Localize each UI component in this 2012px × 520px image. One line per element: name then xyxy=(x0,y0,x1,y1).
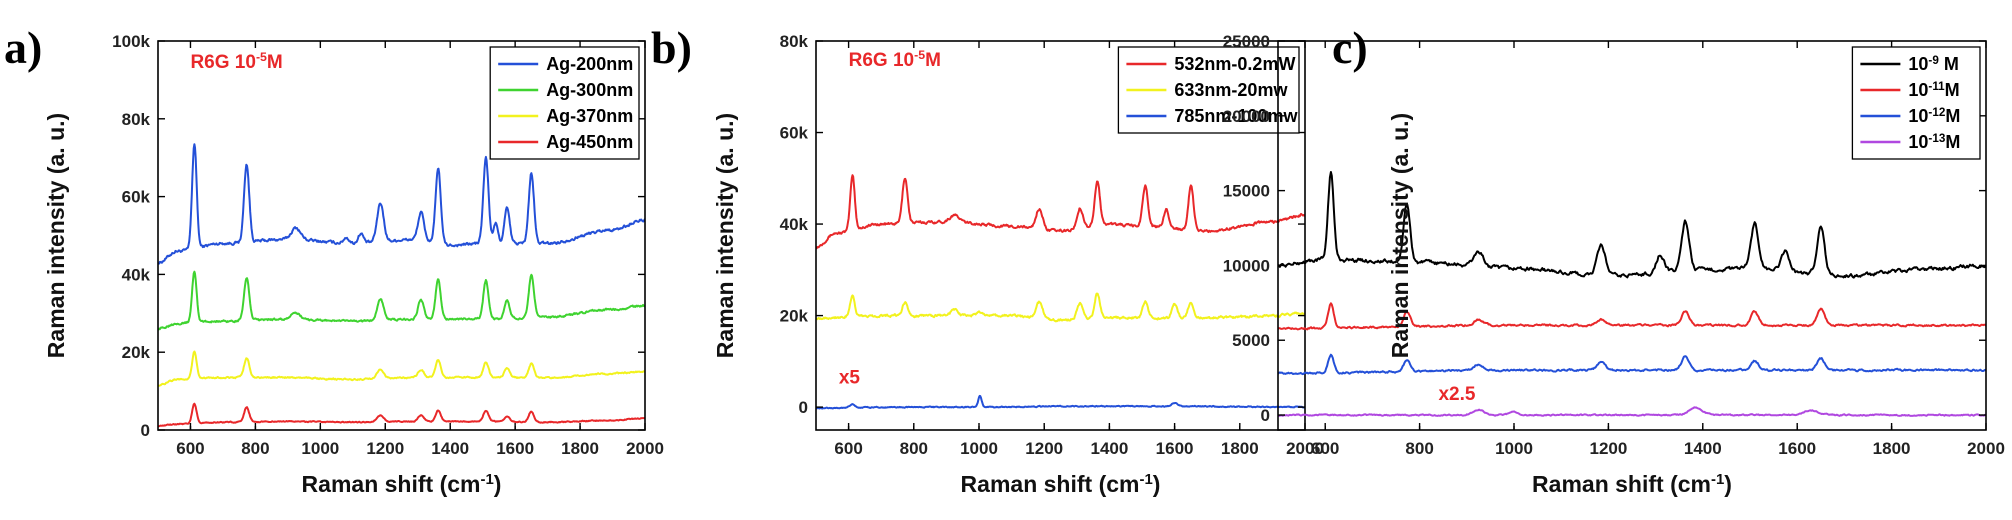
panel-b: 600 800 1000 1200 1400 1600 1800 2000020k40k60k… xyxy=(651,22,1324,497)
legend-label: Ag-450nm xyxy=(546,132,633,152)
x-axis-title: Raman shift (cm-1) xyxy=(302,471,502,498)
series-line-ag-370nm xyxy=(158,350,645,387)
legend-label: 10-13M xyxy=(1908,132,1960,153)
x-tick-label: 1600 xyxy=(1778,439,1816,458)
panel-c: 600 800 1000 1200 1400 1600 1800 20000500010000… xyxy=(1223,22,2005,497)
x-tick-label: 800 xyxy=(241,439,269,458)
y-tick-label: 80k xyxy=(122,110,151,129)
legend-box xyxy=(489,46,640,160)
y-tick-label: 20000 xyxy=(1223,107,1270,126)
legend-label: Ag-370nm xyxy=(546,106,633,126)
x-axis-title: Raman shift (cm-1) xyxy=(961,471,1161,498)
series-line-10-13m xyxy=(1278,406,1986,417)
y-tick-label: 20k xyxy=(780,307,809,326)
panel-label: b) xyxy=(651,22,692,73)
x-tick-label: 1200 xyxy=(1589,439,1627,458)
legend-label: 633nm-20mw xyxy=(1174,80,1288,100)
legend: 10-9 M 10-11M 10-12M 10-13M xyxy=(1851,46,1981,160)
x-tick-label: 1000 xyxy=(301,439,339,458)
y-tick-label: 5000 xyxy=(1232,331,1270,350)
panel-label: c) xyxy=(1332,22,1368,73)
annotation-r6g-concentration: R6G 10-5M xyxy=(190,50,282,73)
y-tick-label: 15000 xyxy=(1223,182,1270,201)
legend: Ag-200nm Ag-300nm Ag-370nm Ag-450nm xyxy=(489,46,640,160)
y-tick-label: 40k xyxy=(122,265,151,284)
x-tick-label: 1200 xyxy=(366,439,404,458)
y-tick-label: 40k xyxy=(780,215,809,234)
series-line-ag-300nm xyxy=(158,270,645,331)
series-line-532nm-0-2mw xyxy=(816,174,1305,250)
y-tick-label: 80k xyxy=(780,32,809,51)
y-tick-label: 0 xyxy=(1261,406,1270,425)
legend-label: Ag-200nm xyxy=(546,54,633,74)
series-line-ag-200nm xyxy=(158,143,645,265)
series-line-785nm-100mw xyxy=(816,394,1305,410)
annotation-x2-5: x2.5 xyxy=(1438,384,1475,405)
x-tick-label: 1000 xyxy=(960,439,998,458)
series-line-10-12m xyxy=(1278,353,1986,376)
legend-label: 10-12M xyxy=(1908,106,1960,127)
y-tick-label: 10000 xyxy=(1223,256,1270,275)
x-tick-label: 800 xyxy=(1405,439,1433,458)
legend-label: 532nm-0.2mW xyxy=(1174,54,1295,74)
x-tick-label: 1200 xyxy=(1025,439,1063,458)
y-tick-label: 0 xyxy=(141,421,150,440)
x-tick-label: 800 xyxy=(900,439,928,458)
x-axis-title: Raman shift (cm-1) xyxy=(1532,471,1732,498)
y-axis-title: Raman intensity (a. u.) xyxy=(1387,113,1413,358)
legend: 532nm-0.2mW 633nm-20mw 785nm-100mw xyxy=(1117,46,1300,134)
x-tick-label: 1800 xyxy=(1221,439,1259,458)
y-axis-title: Raman intensity (a. u.) xyxy=(43,113,69,358)
series-line-10-11m xyxy=(1278,302,1986,331)
annotation-r6g-concentration: R6G 10-5M xyxy=(849,48,941,71)
x-tick-label: 1400 xyxy=(1090,439,1128,458)
x-tick-label: 2000 xyxy=(626,439,664,458)
y-tick-label: 100k xyxy=(112,32,150,51)
y-axis-title: Raman intensity (a. u.) xyxy=(712,113,738,358)
x-tick-label: 1400 xyxy=(431,439,469,458)
x-tick-label: 1600 xyxy=(496,439,534,458)
legend-label: 10-9 M xyxy=(1908,54,1958,75)
panel-a: 600 800 1000 1200 1400 1600 1800 2000 0 20k 40k 60k… xyxy=(4,22,664,497)
x-tick-label: 600 xyxy=(1311,439,1339,458)
series-line-10-9-m xyxy=(1278,171,1986,279)
x-tick-label: 2000 xyxy=(1286,439,1324,458)
x-tick-label: 1800 xyxy=(561,439,599,458)
plot-frame xyxy=(157,40,646,431)
y-tick-label: 60k xyxy=(122,188,151,207)
plot-frame xyxy=(1277,40,1987,431)
x-tick-label: 2000 xyxy=(1967,439,2005,458)
y-tick-label: 25000 xyxy=(1223,32,1270,51)
legend-label: 785nm-100mw xyxy=(1174,106,1298,126)
plot-frame xyxy=(815,40,1306,431)
legend-label: 10-11M xyxy=(1908,80,1959,101)
x-tick-label: 600 xyxy=(176,439,204,458)
x-tick-label: 1400 xyxy=(1684,439,1722,458)
series-line-633nm-20mw xyxy=(816,292,1305,323)
x-tick-label: 1800 xyxy=(1873,439,1911,458)
series-line-ag-450nm xyxy=(158,402,645,428)
y-tick-label: 0 xyxy=(799,398,808,417)
panel-label: a) xyxy=(4,22,42,73)
legend-label: Ag-300nm xyxy=(546,80,633,100)
legend-box xyxy=(1851,46,1981,160)
x-tick-label: 1000 xyxy=(1495,439,1533,458)
annotation-x5: x5 xyxy=(839,367,861,388)
y-tick-label: 20k xyxy=(122,343,151,362)
y-tick-label: 60k xyxy=(780,124,809,143)
x-tick-label: 600 xyxy=(834,439,862,458)
x-tick-label: 1600 xyxy=(1156,439,1194,458)
